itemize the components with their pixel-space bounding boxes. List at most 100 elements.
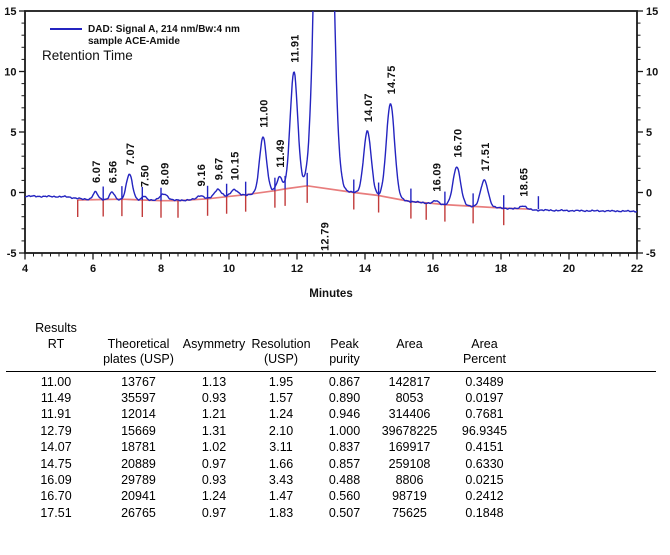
column-header-area: Area	[396, 336, 423, 351]
table-cell: 0.0197	[465, 390, 504, 405]
y-tick-label-right: 5	[646, 127, 652, 139]
column-header-resolution: Resolution (USP)	[251, 336, 311, 367]
table-cell: 8053	[395, 390, 424, 405]
table-cell: 169917	[388, 440, 431, 455]
table-cell: 2.10	[268, 423, 294, 438]
table-row: 14.07 18781 1.02 3.11 0.837 169917 0.4151	[14, 439, 670, 455]
peak-label: 10.15	[230, 151, 242, 180]
table-cell: 0.0215	[465, 472, 504, 487]
table-cell: 29789	[121, 472, 156, 487]
table-cell: 3.43	[268, 472, 294, 487]
table-cell: 0.4151	[465, 440, 504, 455]
peak-label: 17.51	[480, 142, 492, 171]
table-cell: 18781	[121, 440, 156, 455]
peak-label: 7.07	[125, 143, 137, 166]
table-cell: 259108	[388, 456, 431, 471]
table-cell: 0.867	[328, 374, 361, 389]
table-cell: 1.95	[268, 374, 294, 389]
chart-legend: DAD: Signal A, 214 nm/Bw:4 nm sample ACE…	[42, 24, 240, 63]
column-header-rt: Results RT	[14, 321, 98, 368]
table-row: 11.91 12014 1.21 1.24 0.946 314406 0.7681	[14, 406, 670, 422]
peak-label: 9.67	[213, 158, 225, 181]
table-cell: 16.70	[40, 489, 72, 504]
x-tick-label: 10	[223, 263, 235, 275]
table-cell: 26765	[121, 505, 156, 520]
table-cell: 0.93	[201, 390, 227, 405]
table-cell: 1.13	[201, 374, 227, 389]
table-cell: 1.31	[201, 423, 227, 438]
table-cell: 1.57	[268, 390, 294, 405]
y-tick-label-left: 10	[4, 67, 16, 79]
table-row: 16.09 29789 0.93 3.43 0.488 8806 0.0215	[14, 472, 670, 488]
table-cell: 0.488	[328, 472, 361, 487]
table-cell: 142817	[388, 374, 431, 389]
table-cell: 0.507	[328, 505, 361, 520]
retention-time-label: Retention Time	[42, 48, 133, 63]
table-cell: 11.00	[40, 374, 72, 389]
legend-sample-label: sample ACE-Amide	[88, 36, 180, 47]
table-row: 14.75 20889 0.97 1.66 0.857 259108 0.6330	[14, 456, 670, 472]
table-cell: 0.7681	[465, 407, 504, 422]
peak-label: 9.16	[196, 164, 208, 187]
x-tick-label: 14	[359, 263, 372, 275]
x-tick-label: 18	[495, 263, 507, 275]
table-cell: 13767	[121, 374, 156, 389]
table-cell: 20941	[121, 489, 156, 504]
table-cell: 0.837	[328, 440, 361, 455]
table-cell: 1.83	[268, 505, 294, 520]
x-tick-label: 8	[158, 263, 164, 275]
table-cell: 0.2412	[465, 489, 504, 504]
peak-label: 16.09	[432, 163, 444, 192]
x-tick-label: 20	[563, 263, 575, 275]
table-cell: 75625	[392, 505, 427, 520]
table-cell: 0.946	[328, 407, 361, 422]
peak-label: 18.65	[519, 168, 531, 197]
peak-label: 7.50	[140, 165, 152, 188]
table-cell: 0.890	[328, 390, 361, 405]
table-cell: 35597	[121, 390, 156, 405]
table-row: 17.51 26765 0.97 1.83 0.507 75625 0.1848	[14, 505, 670, 521]
table-row: 16.70 20941 1.24 1.47 0.560 98719 0.2412	[14, 488, 670, 504]
table-cell: 11.91	[40, 407, 72, 422]
table-row: 11.00 13767 1.13 1.95 0.867 142817 0.3489	[14, 374, 670, 390]
peak-label: 6.07	[91, 160, 103, 183]
table-cell: 0.97	[201, 505, 227, 520]
table-cell: 16.09	[40, 472, 72, 487]
y-tick-label-left: 5	[10, 127, 16, 139]
table-title: Results	[35, 321, 77, 335]
table-cell: 1.21	[201, 407, 227, 422]
x-tick-label: 6	[90, 263, 96, 275]
table-cell: 1.24	[268, 407, 294, 422]
table-cell: 0.97	[201, 456, 227, 471]
peak-label: 11.49	[275, 139, 287, 167]
table-cell: 0.560	[328, 489, 361, 504]
table-cell: 20889	[121, 456, 156, 471]
table-row: 11.49 35597 0.93 1.57 0.890 8053 0.0197	[14, 390, 670, 406]
peak-label: 14.07	[363, 93, 375, 122]
table-cell: 12.79	[40, 423, 72, 438]
y-tick-label-left: 0	[10, 188, 16, 200]
table-cell: 1.47	[268, 489, 294, 504]
column-header-peak-purity: Peak purity	[329, 336, 360, 367]
table-cell: 0.6330	[465, 456, 504, 471]
table-cell: 0.93	[201, 472, 227, 487]
table-cell: 3.11	[269, 440, 293, 455]
table-cell: 15669	[121, 423, 156, 438]
peak-label: 6.56	[108, 161, 120, 184]
column-header-theoretical-plates: Theoretical plates (USP)	[103, 336, 174, 367]
y-tick-label-right: 0	[646, 188, 652, 200]
table-cell: 0.3489	[465, 374, 504, 389]
x-axis-title: Minutes	[309, 288, 352, 300]
table-body: 11.00 13767 1.13 1.95 0.867 142817 0.3489 11.49…	[0, 374, 670, 522]
column-header-asymmetry: Asymmetry	[182, 336, 246, 351]
table-cell: 96.9345	[461, 423, 508, 438]
peak-label: 14.75	[386, 65, 398, 94]
table-cell: 12014	[121, 407, 156, 422]
x-tick-label: 22	[631, 263, 643, 275]
y-tick-label-left: 15	[4, 6, 16, 18]
y-tick-label-right: 15	[646, 6, 658, 18]
table-cell: 8806	[395, 472, 424, 487]
